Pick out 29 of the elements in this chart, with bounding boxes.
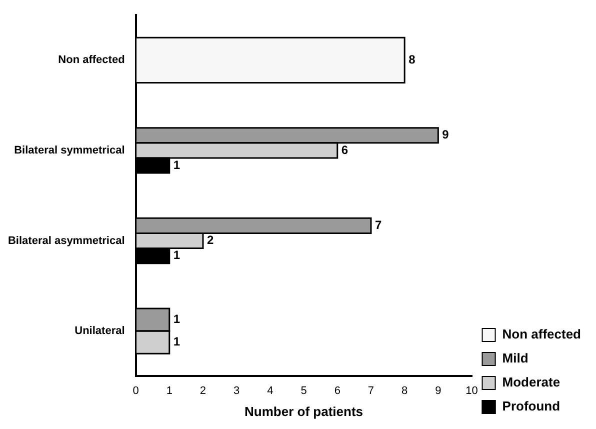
data-label: 1 bbox=[173, 158, 180, 172]
x-tick-label: 0 bbox=[132, 384, 139, 397]
x-tick-label: 8 bbox=[402, 384, 408, 397]
y-tick-label: Unilateral bbox=[74, 325, 125, 338]
data-label: 1 bbox=[173, 334, 180, 349]
y-tick-label: Bilateral symmetrical bbox=[14, 144, 125, 156]
data-label: 8 bbox=[408, 52, 416, 66]
x-tick-label: 7 bbox=[368, 384, 374, 397]
data-label: 1 bbox=[173, 312, 180, 326]
x-tick-label: 10 bbox=[466, 384, 478, 397]
legend-label: Profound bbox=[502, 398, 560, 414]
x-tick-label: 3 bbox=[234, 384, 240, 397]
y-tick-label: Non affected bbox=[58, 54, 125, 66]
data-label: 6 bbox=[341, 142, 348, 157]
x-axis-title: Number of patients bbox=[244, 404, 364, 419]
x-tick-label: 1 bbox=[166, 384, 172, 397]
x-tick-label: 2 bbox=[200, 384, 206, 397]
legend-label: Non affected bbox=[502, 326, 582, 342]
legend-label: Moderate bbox=[502, 374, 560, 390]
data-label: 2 bbox=[206, 233, 214, 248]
legend-label: Mild bbox=[502, 350, 528, 366]
x-tick-label: 4 bbox=[267, 384, 274, 397]
x-tick-label: 6 bbox=[334, 384, 340, 397]
y-tick-label: Bilateral asymmetrical bbox=[8, 234, 125, 247]
x-tick-label: 5 bbox=[300, 384, 307, 397]
data-label: 9 bbox=[442, 128, 450, 142]
data-label: 7 bbox=[374, 218, 382, 232]
data-label: 1 bbox=[173, 248, 180, 262]
x-tick-label: 9 bbox=[435, 384, 442, 397]
